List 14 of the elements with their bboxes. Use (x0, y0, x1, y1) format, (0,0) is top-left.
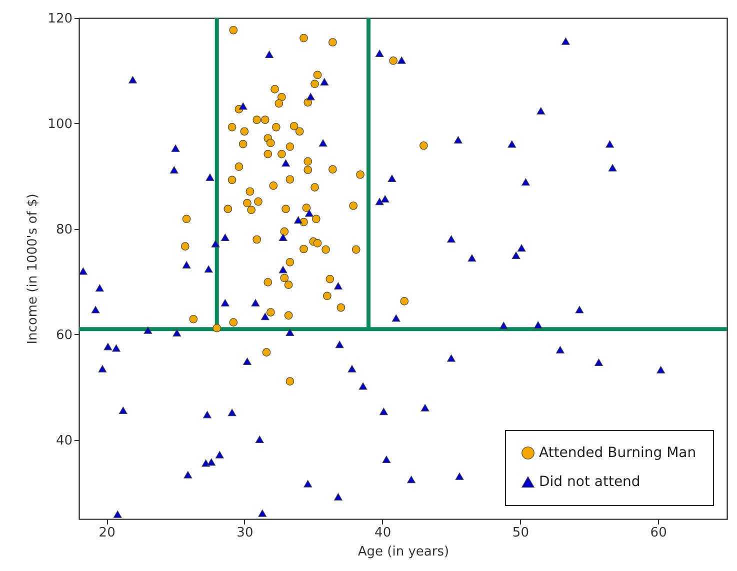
x-tick-label: 30 (236, 526, 254, 540)
legend-label: Attended Burning Man (539, 445, 696, 461)
y-tick-label: 100 (48, 116, 72, 132)
x-tick-label: 40 (374, 526, 392, 540)
y-tick-label: 40 (56, 433, 72, 448)
y-tick-label: 60 (56, 328, 72, 343)
y-tick-label: 80 (56, 222, 72, 238)
y-axis-title: Income (in 1000's of $) (26, 194, 41, 344)
x-axis-title: Age (in years) (358, 544, 450, 560)
legend-label: Did not attend (539, 474, 640, 490)
x-tick-label: 50 (512, 526, 529, 540)
x-tick-label: 60 (650, 526, 667, 540)
y-tick-label: 120 (48, 12, 72, 26)
x-tick-label: 20 (98, 526, 116, 540)
